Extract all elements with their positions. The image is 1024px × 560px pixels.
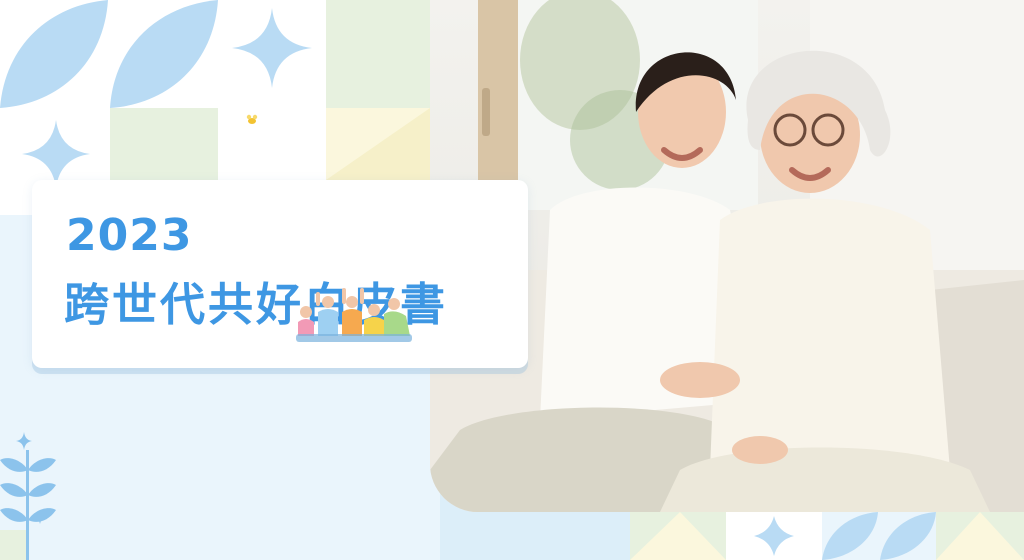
sparkle-icon: [33, 510, 47, 524]
green-tile: [110, 108, 218, 180]
title-card: 2023 跨世代共好白皮書: [32, 180, 528, 368]
bottom-pattern: [630, 512, 1024, 560]
triangle-tile: [326, 108, 430, 180]
people-group-icon: [296, 288, 412, 342]
sparkle-icon: [232, 8, 312, 88]
title-year: 2023: [66, 210, 193, 261]
leaf-icon: [110, 0, 218, 108]
sparkle-icon: [22, 120, 90, 188]
person-younger: [430, 52, 770, 512]
bee-icon: [246, 114, 258, 124]
sparkle-icon: [16, 432, 32, 450]
leaf-icon: [0, 0, 108, 108]
person-elder: [660, 50, 990, 512]
leaf-icon: [880, 512, 936, 560]
sparkle-icon: [754, 516, 794, 556]
photo-illustration: [430, 0, 1024, 512]
leaf-icon: [822, 512, 878, 560]
hero-photo: [430, 0, 1024, 512]
green-tile: [326, 0, 430, 108]
